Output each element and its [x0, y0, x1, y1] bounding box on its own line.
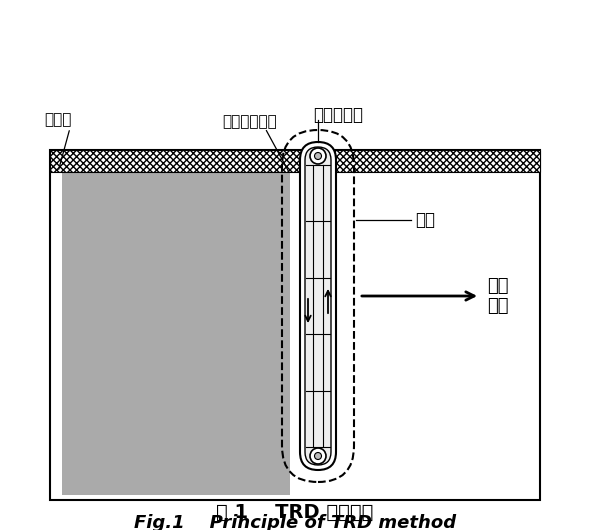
Circle shape — [310, 448, 326, 464]
Bar — [50, 150, 540, 500]
Text: 图 1    TRD 工法原理: 图 1 TRD 工法原理 — [216, 502, 374, 522]
Text: TRD工法网: TRD工法网 — [517, 529, 555, 530]
Text: 切削、搅拌: 切削、搅拌 — [313, 106, 363, 124]
Bar — [50, 150, 316, 172]
Text: 水泥土连续墙: 水泥土连续墙 — [223, 114, 277, 129]
Circle shape — [310, 148, 326, 164]
FancyBboxPatch shape — [305, 147, 331, 465]
Circle shape — [314, 153, 322, 160]
Text: 推进
方向: 推进 方向 — [487, 277, 508, 315]
FancyBboxPatch shape — [300, 142, 336, 470]
Bar — [62, 172, 290, 495]
Bar — [320, 150, 540, 172]
Text: Fig.1    Principle of TRD method: Fig.1 Principle of TRD method — [134, 514, 456, 530]
Text: 下钻点: 下钻点 — [44, 112, 72, 128]
Text: 刀具: 刀具 — [415, 211, 435, 229]
Circle shape — [314, 453, 322, 460]
